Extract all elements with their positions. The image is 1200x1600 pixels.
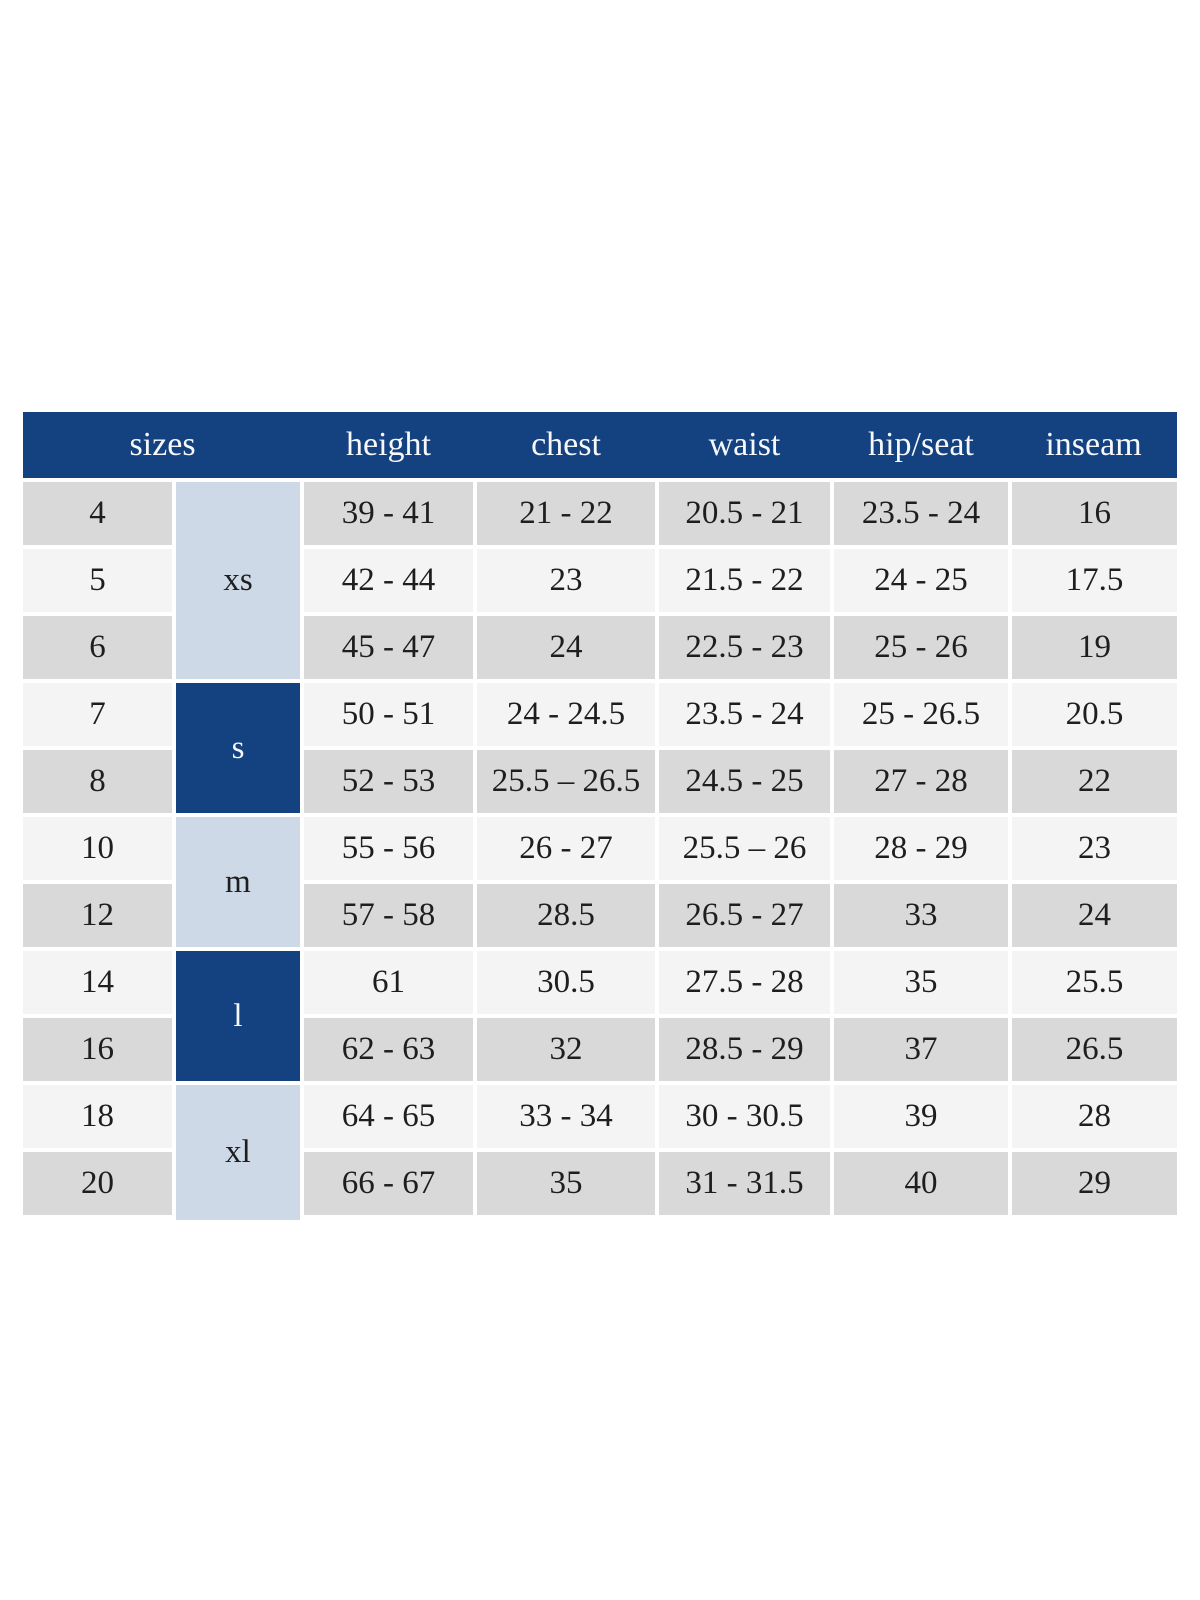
inseam-cell: 17.5 [1012, 549, 1177, 612]
inseam-cell: 23 [1012, 817, 1177, 880]
chest-cell: 24 - 24.5 [477, 683, 655, 746]
size-cell: 10 [23, 817, 172, 880]
size-cell: 6 [23, 616, 172, 679]
hip-seat-cell: 40 [834, 1152, 1008, 1215]
hip-seat-cell: 24 - 25 [834, 549, 1008, 612]
group-cell-l: l [176, 951, 300, 1081]
hip-seat-cell: 28 - 29 [834, 817, 1008, 880]
inseam-cell: 29 [1012, 1152, 1177, 1215]
size-cell: 8 [23, 750, 172, 813]
column-inseam: 16 17.5 19 20.5 22 23 24 25.5 26.5 28 29 [1012, 482, 1177, 1220]
column-chest: 21 - 22 23 24 24 - 24.5 25.5 – 26.5 26 -… [477, 482, 655, 1220]
chest-cell: 35 [477, 1152, 655, 1215]
chest-cell: 32 [477, 1018, 655, 1081]
height-cell: 64 - 65 [304, 1085, 473, 1148]
height-cell: 45 - 47 [304, 616, 473, 679]
chest-cell: 21 - 22 [477, 482, 655, 545]
inseam-cell: 16 [1012, 482, 1177, 545]
inseam-cell: 25.5 [1012, 951, 1177, 1014]
hip-seat-cell: 33 [834, 884, 1008, 947]
group-cell-m: m [176, 817, 300, 947]
height-cell: 39 - 41 [304, 482, 473, 545]
waist-cell: 23.5 - 24 [659, 683, 830, 746]
group-cell-s: s [176, 683, 300, 813]
header-cell-hip-seat: hip/seat [868, 426, 974, 463]
size-cell: 5 [23, 549, 172, 612]
group-cell-xl: xl [176, 1085, 300, 1220]
height-cell: 62 - 63 [304, 1018, 473, 1081]
size-cell: 7 [23, 683, 172, 746]
hip-seat-cell: 37 [834, 1018, 1008, 1081]
column-size-groups: xs s m l xl [176, 482, 300, 1220]
waist-cell: 27.5 - 28 [659, 951, 830, 1014]
height-cell: 57 - 58 [304, 884, 473, 947]
hip-seat-cell: 25 - 26.5 [834, 683, 1008, 746]
waist-cell: 30 - 30.5 [659, 1085, 830, 1148]
inseam-cell: 28 [1012, 1085, 1177, 1148]
size-cell: 14 [23, 951, 172, 1014]
header-cell-inseam: inseam [1045, 426, 1142, 463]
chest-cell: 25.5 – 26.5 [477, 750, 655, 813]
inseam-cell: 24 [1012, 884, 1177, 947]
chest-cell: 28.5 [477, 884, 655, 947]
height-cell: 61 [304, 951, 473, 1014]
chest-cell: 26 - 27 [477, 817, 655, 880]
size-cell: 20 [23, 1152, 172, 1215]
inseam-cell: 22 [1012, 750, 1177, 813]
group-cell-xs: xs [176, 482, 300, 679]
header-cell-chest: chest [531, 426, 601, 463]
table-header-row: sizes height chest waist hip/seat inseam [23, 412, 1177, 478]
size-cell: 12 [23, 884, 172, 947]
inseam-cell: 20.5 [1012, 683, 1177, 746]
hip-seat-cell: 39 [834, 1085, 1008, 1148]
inseam-cell: 19 [1012, 616, 1177, 679]
header-cell-sizes: sizes [129, 426, 196, 463]
hip-seat-cell: 25 - 26 [834, 616, 1008, 679]
waist-cell: 20.5 - 21 [659, 482, 830, 545]
waist-cell: 22.5 - 23 [659, 616, 830, 679]
height-cell: 42 - 44 [304, 549, 473, 612]
inseam-cell: 26.5 [1012, 1018, 1177, 1081]
header-cell-waist: waist [708, 426, 781, 463]
waist-cell: 25.5 – 26 [659, 817, 830, 880]
height-cell: 66 - 67 [304, 1152, 473, 1215]
chest-cell: 23 [477, 549, 655, 612]
waist-cell: 24.5 - 25 [659, 750, 830, 813]
column-height: 39 - 41 42 - 44 45 - 47 50 - 51 52 - 53 … [304, 482, 473, 1220]
column-waist: 20.5 - 21 21.5 - 22 22.5 - 23 23.5 - 24 … [659, 482, 830, 1220]
size-cell: 18 [23, 1085, 172, 1148]
hip-seat-cell: 27 - 28 [834, 750, 1008, 813]
hip-seat-cell: 35 [834, 951, 1008, 1014]
table-body: 4 5 6 7 8 10 12 14 16 18 20 xs s m l xl … [23, 482, 1177, 1220]
height-cell: 52 - 53 [304, 750, 473, 813]
waist-cell: 21.5 - 22 [659, 549, 830, 612]
waist-cell: 26.5 - 27 [659, 884, 830, 947]
height-cell: 55 - 56 [304, 817, 473, 880]
height-cell: 50 - 51 [304, 683, 473, 746]
waist-cell: 31 - 31.5 [659, 1152, 830, 1215]
hip-seat-cell: 23.5 - 24 [834, 482, 1008, 545]
chest-cell: 33 - 34 [477, 1085, 655, 1148]
size-cell: 16 [23, 1018, 172, 1081]
waist-cell: 28.5 - 29 [659, 1018, 830, 1081]
size-chart-table: sizes height chest waist hip/seat inseam… [23, 412, 1177, 1220]
chest-cell: 24 [477, 616, 655, 679]
column-sizes: 4 5 6 7 8 10 12 14 16 18 20 [23, 482, 172, 1220]
header-cell-height: height [346, 426, 431, 463]
size-cell: 4 [23, 482, 172, 545]
chest-cell: 30.5 [477, 951, 655, 1014]
column-hip-seat: 23.5 - 24 24 - 25 25 - 26 25 - 26.5 27 -… [834, 482, 1008, 1220]
